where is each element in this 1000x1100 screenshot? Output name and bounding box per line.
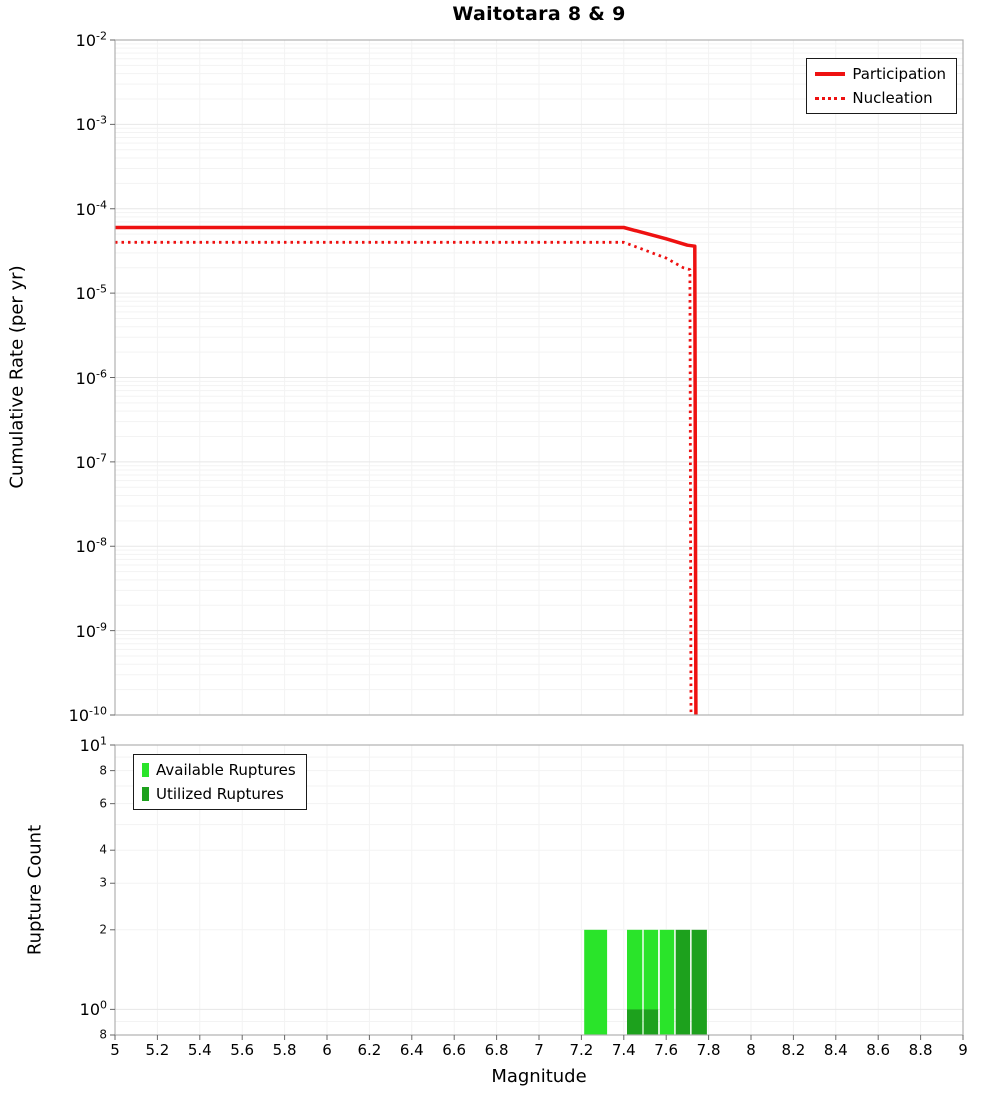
nucleation-line-icon: [815, 96, 846, 100]
legend-label-nucleation: Nucleation: [852, 89, 933, 107]
utilized-ruptures-swatch-icon: [142, 787, 149, 801]
top-y-tick-label: 10-8: [75, 535, 107, 557]
x-tick-label: 6.2: [357, 1041, 382, 1059]
x-tick-label: 8.2: [781, 1041, 806, 1059]
top-y-tick-label: 10-2: [75, 29, 107, 50]
bottom-y-tick-label: 101: [79, 734, 107, 755]
top-y-tick-label: 10-4: [75, 198, 107, 219]
top-y-tick-label: 10-6: [75, 366, 107, 388]
bottom-y-tick-label: 3: [99, 875, 107, 890]
x-tick-label: 5.8: [272, 1041, 297, 1059]
x-tick-label: 6.6: [442, 1041, 467, 1059]
available-ruptures-swatch-icon: [142, 763, 149, 777]
bottom-y-tick-label: 2: [99, 922, 107, 937]
x-tick-label: 5.2: [145, 1041, 170, 1059]
x-tick-label: 9: [958, 1041, 968, 1059]
legend-label-participation: Participation: [852, 65, 946, 83]
bottom-y-tick-label: 6: [99, 796, 107, 811]
top-y-tick-label: 10-9: [75, 620, 107, 641]
x-tick-label: 7: [534, 1041, 544, 1059]
bottom-y-tick-label: 8: [99, 1027, 107, 1042]
top-y-tick-label: 10-5: [75, 282, 107, 303]
rupture-legend: Available Ruptures Utilized Ruptures: [133, 754, 307, 810]
legend-item-utilized: Utilized Ruptures: [142, 785, 296, 803]
x-tick-label: 8.6: [866, 1041, 891, 1059]
legend-label-available: Available Ruptures: [156, 761, 296, 779]
x-tick-label: 5: [110, 1041, 120, 1059]
legend-item-participation: Participation: [815, 65, 946, 83]
x-tick-label: 6.4: [399, 1041, 424, 1059]
x-tick-label: 7.6: [654, 1041, 679, 1059]
rate-legend: Participation Nucleation: [806, 58, 957, 114]
x-tick-label: 8.8: [908, 1041, 933, 1059]
x-tick-label: 7.2: [569, 1041, 594, 1059]
chart-title: Waitotara 8 & 9: [452, 3, 626, 25]
x-tick-label: 7.8: [696, 1041, 721, 1059]
x-tick-label: 8: [746, 1041, 756, 1059]
top-y-tick-label: 10-7: [75, 451, 107, 472]
x-tick-label: 7.4: [611, 1041, 636, 1059]
x-tick-label: 8.4: [823, 1041, 848, 1059]
x-tick-label: 5.6: [230, 1041, 255, 1059]
x-tick-label: 6.8: [484, 1041, 509, 1059]
legend-item-nucleation: Nucleation: [815, 89, 946, 107]
bottom-y-tick-label: 100: [79, 998, 107, 1020]
x-axis-label: Magnitude: [491, 1066, 587, 1087]
bottom-y-tick-label: 4: [99, 842, 107, 857]
x-tick-label: 6: [322, 1041, 332, 1059]
top-y-tick-label: 10-10: [68, 704, 107, 725]
participation-line-icon: [815, 72, 846, 76]
legend-label-utilized: Utilized Ruptures: [156, 785, 284, 803]
top-y-tick-label: 10-3: [75, 113, 107, 135]
legend-item-available: Available Ruptures: [142, 761, 296, 779]
bottom-y-tick-label: 8: [99, 763, 107, 778]
x-tick-label: 5.4: [187, 1041, 212, 1059]
